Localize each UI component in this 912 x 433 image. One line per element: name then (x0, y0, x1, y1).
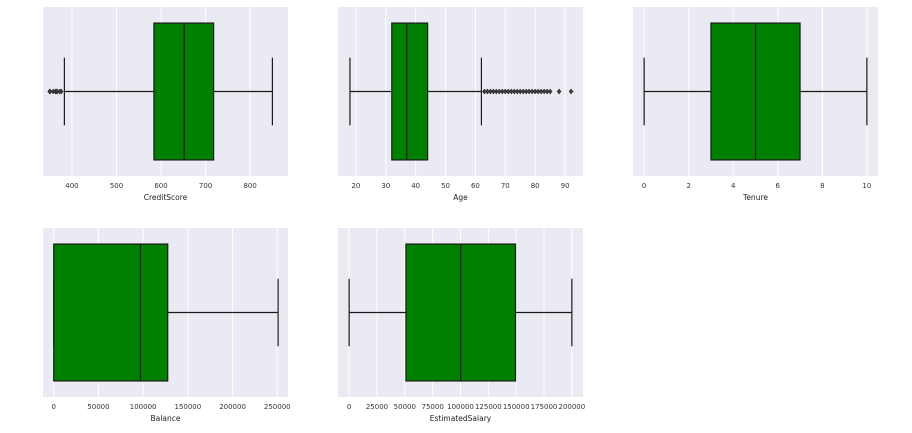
x-tick-label: 800 (243, 182, 256, 190)
x-tick-label: 175000 (531, 403, 558, 411)
x-tick-label: 400 (65, 182, 78, 190)
boxplot-panel-age: 20 30 40 50 60 70 80 90 Age (338, 7, 583, 202)
x-axis-label: Balance (151, 414, 181, 423)
x-tick-label: 50000 (394, 403, 416, 411)
boxplot-panel-estimatedsalary: 0 25000 50000 75000 100000 125000 150000 175000… (338, 228, 585, 423)
x-tick-label: 250000 (264, 403, 291, 411)
x-tick-label: 50000 (87, 403, 109, 411)
x-tick-label: 0 (51, 403, 55, 411)
x-tick-label: 70 (501, 182, 510, 190)
x-tick-label: 0 (347, 403, 351, 411)
boxplot-panel-creditscore: 400 500 600 700 800 CreditScore (43, 7, 288, 202)
x-axis-label: EstimatedSalary (430, 414, 492, 423)
outlier-point (547, 88, 553, 95)
x-tick-label: 150000 (174, 403, 201, 411)
x-tick-label: 75000 (422, 403, 444, 411)
boxplot-panel-balance: 0 50000 100000 150000 200000 250000 Balance (43, 228, 291, 423)
x-tick-label: 60 (471, 182, 480, 190)
x-axis-label: CreditScore (144, 193, 188, 202)
outlier-point (568, 88, 574, 95)
x-tick-label: 4 (731, 182, 736, 190)
iqr-box (391, 22, 429, 161)
x-tick-label: 700 (199, 182, 212, 190)
x-tick-label: 30 (381, 182, 390, 190)
x-tick-label: 0 (642, 182, 646, 190)
boxplot-panel-tenure: 0 2 4 6 8 10 Tenure (633, 7, 878, 202)
outlier-point (556, 88, 562, 95)
x-tick-label: 200000 (558, 403, 585, 411)
x-tick-label: 80 (531, 182, 540, 190)
x-tick-label: 6 (776, 182, 781, 190)
x-tick-label: 25000 (366, 403, 388, 411)
outlier-point (58, 88, 64, 95)
outlier-point (47, 88, 53, 95)
x-tick-label: 150000 (503, 403, 530, 411)
x-tick-label: 90 (561, 182, 570, 190)
x-tick-label: 200000 (219, 403, 246, 411)
x-tick-label: 10 (862, 182, 871, 190)
x-tick-label: 600 (154, 182, 167, 190)
x-tick-label: 100000 (447, 403, 474, 411)
x-tick-label: 2 (686, 182, 690, 190)
iqr-box (53, 243, 169, 382)
x-tick-label: 500 (110, 182, 123, 190)
x-tick-label: 20 (351, 182, 360, 190)
x-tick-label: 40 (411, 182, 420, 190)
x-tick-label: 50 (441, 182, 450, 190)
x-tick-label: 125000 (475, 403, 502, 411)
x-tick-label: 8 (820, 182, 824, 190)
x-axis-label: Tenure (742, 193, 768, 202)
x-tick-label: 100000 (130, 403, 157, 411)
x-axis-label: Age (453, 193, 468, 202)
